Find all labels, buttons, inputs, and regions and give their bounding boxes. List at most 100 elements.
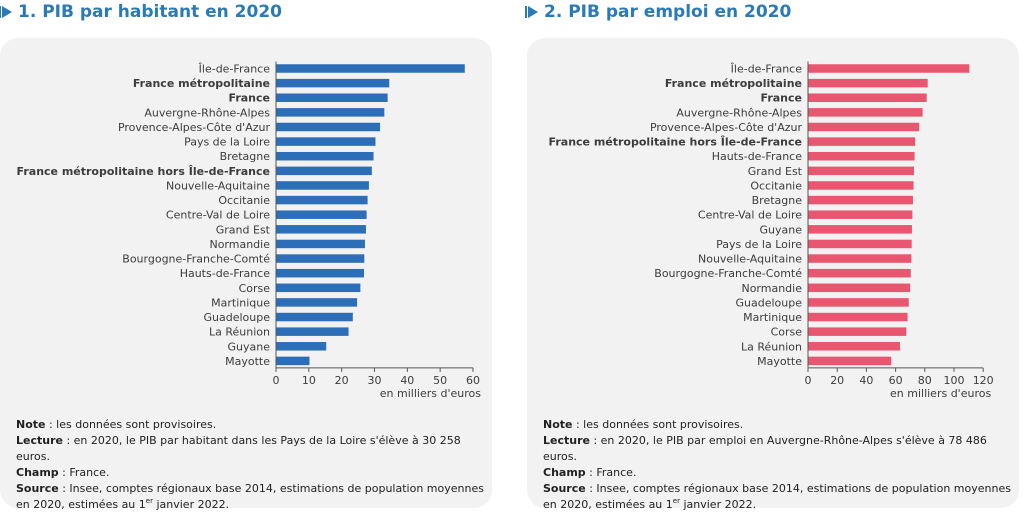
bar: [276, 225, 366, 234]
category-label: Guadeloupe: [736, 296, 803, 309]
bar: [276, 283, 361, 293]
x-tick-label: 40: [859, 374, 873, 387]
category-label: Normandie: [741, 282, 802, 295]
bar: [276, 342, 327, 351]
x-tick-label: 100: [944, 374, 965, 387]
category-label: Occitanie: [750, 179, 802, 192]
category-label: Île-de-France: [198, 63, 271, 76]
category-label: Grand Est: [748, 165, 803, 178]
bar: [276, 181, 369, 190]
bar: [808, 254, 912, 263]
bar: [276, 327, 349, 336]
category-label: Occitanie: [218, 194, 270, 207]
bar: [276, 356, 310, 366]
panel1-notes: Note : les données sont provisoires. Lec…: [16, 417, 486, 513]
category-label: Grand Est: [216, 223, 271, 236]
category-label: France métropolitaine: [133, 77, 270, 90]
category-label: La Réunion: [741, 340, 802, 353]
category-label: Guadeloupe: [204, 311, 271, 324]
bar: [808, 268, 911, 278]
bar: [276, 151, 374, 161]
bar: [808, 151, 915, 161]
category-label: Bretagne: [752, 194, 803, 207]
category-label: Martinique: [211, 296, 270, 309]
x-tick-label: 60: [889, 374, 903, 387]
bar: [808, 239, 912, 249]
x-tick-label: 40: [400, 374, 414, 387]
bar: [808, 137, 916, 146]
bar: [808, 283, 911, 293]
bar: [276, 137, 376, 146]
source-line: Source : Insee, comptes régionaux base 2…: [16, 482, 484, 511]
category-label: Provence-Alpes-Côte d'Azur: [118, 121, 271, 134]
x-tick-label: 0: [805, 374, 812, 387]
triangle-bullet-icon: [0, 6, 12, 18]
category-label: Pays de la Loire: [716, 238, 802, 251]
category-label: France: [229, 92, 270, 105]
bar: [276, 64, 465, 73]
bar: [808, 64, 970, 73]
category-label: Guyane: [760, 223, 803, 236]
bar: [808, 356, 892, 366]
category-label: Hauts-de-France: [180, 267, 271, 280]
panel2-title: 2. PIB par emploi en 2020: [525, 2, 792, 22]
lecture-line: Lecture : en 2020, le PIB par emploi en …: [543, 434, 987, 463]
bar: [276, 195, 368, 205]
bar: [808, 342, 900, 351]
category-label: Martinique: [743, 311, 802, 324]
bar: [808, 122, 920, 132]
category-label: Pays de la Loire: [184, 136, 270, 149]
bar: [276, 254, 365, 263]
category-label: Hauts-de-France: [712, 150, 803, 163]
bar: [808, 195, 913, 205]
bar: [276, 239, 365, 249]
category-label: Auvergne-Rhône-Alpes: [144, 106, 270, 119]
x-tick-label: 30: [367, 374, 381, 387]
category-label: La Réunion: [209, 326, 270, 339]
champ-line: Champ : France.: [16, 466, 110, 479]
champ-line: Champ : France.: [543, 466, 637, 479]
note-line: Note : les données sont provisoires.: [16, 418, 217, 431]
bar: [276, 298, 358, 307]
category-label: Bretagne: [220, 150, 271, 163]
panel2-title-text: 2. PIB par emploi en 2020: [544, 2, 792, 22]
category-label: Île-de-France: [730, 63, 803, 76]
bar: [808, 166, 914, 176]
bar: [808, 93, 927, 102]
category-label: Centre-Val de Loire: [166, 209, 270, 222]
category-label: France métropolitaine: [665, 77, 802, 90]
x-tick-label: 80: [918, 374, 932, 387]
category-label: Bourgogne-Franche-Comté: [654, 267, 802, 280]
bar: [808, 108, 923, 117]
category-label: Normandie: [209, 238, 270, 251]
bar: [276, 210, 367, 219]
bar: [808, 210, 913, 219]
panel2-notes: Note : les données sont provisoires. Lec…: [543, 417, 1013, 513]
category-label: Guyane: [228, 340, 271, 353]
category-label: France: [761, 92, 802, 105]
category-label: Auvergne-Rhône-Alpes: [676, 106, 802, 119]
category-label: Corse: [239, 282, 271, 295]
x-axis-unit-label: en milliers d'euros: [380, 387, 481, 400]
x-tick-label: 60: [466, 374, 480, 387]
lecture-line: Lecture : en 2020, le PIB par habitant d…: [16, 434, 461, 463]
bar: [276, 108, 385, 117]
category-label: Bourgogne-Franche-Comté: [122, 253, 270, 266]
x-tick-label: 20: [335, 374, 349, 387]
triangle-bullet-icon: [525, 6, 538, 18]
category-label: France métropolitaine hors Île-de-France: [549, 136, 802, 149]
category-label: Mayotte: [757, 355, 802, 368]
source-line: Source : Insee, comptes régionaux base 2…: [543, 482, 1011, 511]
category-label: Mayotte: [225, 355, 270, 368]
category-label: Provence-Alpes-Côte d'Azur: [650, 121, 803, 134]
bar: [276, 268, 364, 278]
bar: [808, 225, 912, 234]
bar: [276, 93, 388, 102]
bar: [808, 298, 909, 307]
x-axis-unit-label: en milliers d'euros: [890, 387, 991, 400]
x-tick-label: 20: [830, 374, 844, 387]
bar: [808, 327, 907, 336]
category-label: Corse: [771, 326, 803, 339]
